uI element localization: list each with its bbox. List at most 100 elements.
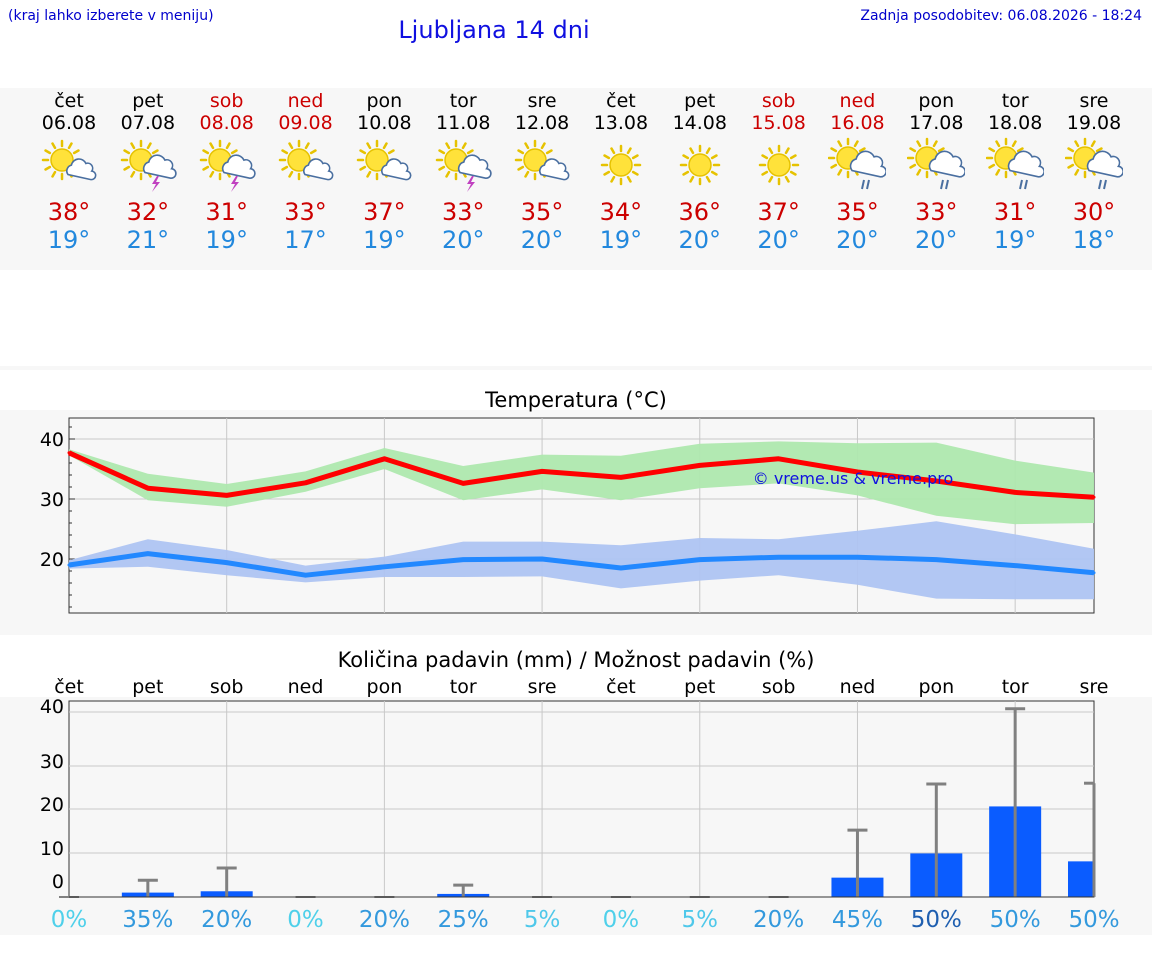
sun-icon xyxy=(600,144,642,186)
temperature-chart-title: Temperatura (°C) xyxy=(485,388,667,412)
sun-ray xyxy=(789,154,797,160)
sun-disc xyxy=(523,148,547,172)
data-point xyxy=(304,573,308,577)
sun-ray xyxy=(938,147,946,153)
sun-ray xyxy=(610,175,616,183)
data-point xyxy=(619,566,623,570)
day-date: 16.08 xyxy=(830,112,885,134)
y-tick-label: 0 xyxy=(52,871,64,893)
day-date: 11.08 xyxy=(436,112,491,134)
y-tick-label: 10 xyxy=(40,838,64,860)
sun-ray xyxy=(603,170,611,176)
day-name: tor xyxy=(1001,90,1029,112)
sun-ray xyxy=(626,175,632,183)
cloud-shape xyxy=(850,150,887,178)
sun-ray xyxy=(467,149,474,155)
day-date: 18.08 xyxy=(987,112,1043,134)
precipitation-probability: 50% xyxy=(1068,907,1119,933)
data-point xyxy=(855,470,859,474)
cloud-outline xyxy=(539,158,570,181)
day-date: 12.08 xyxy=(514,112,570,134)
location-hint[interactable]: (kraj lahko izberete v meniju) xyxy=(8,8,214,24)
sun-ray xyxy=(631,170,639,176)
min-temperature: 20° xyxy=(678,226,722,254)
precipitation-probability: 20% xyxy=(201,907,252,933)
sun-cloud-rain-icon xyxy=(986,137,1045,190)
day-name: sob xyxy=(209,90,244,112)
sun-ray xyxy=(524,170,530,178)
sun-ray xyxy=(631,154,639,160)
min-temperature: 19° xyxy=(599,226,643,254)
day-label: čet xyxy=(606,676,636,698)
y-tick-label: 40 xyxy=(40,696,64,718)
sun-ray xyxy=(123,165,130,171)
day-column: čet 13.08 34° 19° xyxy=(582,90,660,254)
data-point xyxy=(67,451,71,455)
cloud-outline xyxy=(66,158,97,181)
precipitation-bar xyxy=(1068,861,1094,897)
sun-ray xyxy=(767,175,773,183)
cloud-outline xyxy=(381,158,412,181)
day-column: pet 14.08 36° 20° xyxy=(661,90,739,254)
weather-icon xyxy=(661,134,739,196)
precipitation-probability: 20% xyxy=(753,907,804,933)
cloud-shape xyxy=(539,158,570,181)
max-temperature-line xyxy=(67,450,1095,500)
rain-drop xyxy=(1098,179,1102,190)
cloud-shape xyxy=(458,154,492,179)
weather-icon xyxy=(109,134,187,196)
day-name: sre xyxy=(527,90,557,112)
page-title: Ljubljana 14 dni xyxy=(398,16,590,44)
min-temperature: 19° xyxy=(363,226,406,254)
cloud-shape xyxy=(929,150,966,178)
data-point xyxy=(934,479,938,483)
data-point xyxy=(67,563,71,567)
day-date: 19.08 xyxy=(1066,112,1122,134)
max-temperature: 35° xyxy=(836,198,879,226)
max-range-band xyxy=(69,441,1094,525)
data-point xyxy=(461,558,465,562)
weather-icon xyxy=(30,134,108,196)
cloud-shape xyxy=(1086,150,1123,178)
sun-ray xyxy=(445,170,451,178)
day-date: 15.08 xyxy=(751,112,806,134)
max-temperature: 35° xyxy=(520,198,564,226)
min-temperature: 20° xyxy=(836,226,879,254)
min-temperature: 20° xyxy=(441,226,485,254)
sun-ray xyxy=(130,142,136,150)
sun-ray xyxy=(1067,147,1075,153)
data-point xyxy=(934,558,938,562)
cloud-outline xyxy=(1086,150,1123,178)
sun-ray xyxy=(784,175,790,183)
weather-icon xyxy=(1055,134,1133,196)
day-column: pet 07.08 32° 21° xyxy=(109,90,187,254)
sun-ray xyxy=(130,170,136,178)
day-date: 09.08 xyxy=(278,112,333,134)
day-column: sob 15.08 37° 20° xyxy=(740,90,818,254)
sun-ray xyxy=(710,170,718,176)
weather-icon xyxy=(345,134,423,196)
sun-ray xyxy=(1074,168,1080,176)
data-point xyxy=(382,565,386,569)
sun-ray xyxy=(705,147,711,155)
sun-disc xyxy=(766,153,791,177)
day-column: tor 11.08 33° 20° xyxy=(424,90,502,254)
max-temperature: 37° xyxy=(757,198,800,226)
sun-ray xyxy=(682,170,689,176)
day-label: pon xyxy=(918,676,954,698)
sun-ray xyxy=(438,149,446,155)
day-name: pet xyxy=(132,90,164,112)
max-temperature: 30° xyxy=(1072,198,1116,226)
sun-ray xyxy=(51,142,57,150)
sun-cloud-rain-icon xyxy=(828,137,887,190)
day-column: sre 12.08 35° 20° xyxy=(503,90,581,254)
cloud-outline xyxy=(1007,150,1045,178)
day-label: pet xyxy=(132,676,163,698)
sun-cloud-thunder-icon xyxy=(199,139,256,192)
sun-ray xyxy=(517,165,525,171)
sun-ray xyxy=(767,147,773,155)
day-date: 08.08 xyxy=(199,112,254,134)
data-point xyxy=(698,463,702,467)
data-point xyxy=(382,457,386,461)
sun-ray xyxy=(524,142,530,150)
